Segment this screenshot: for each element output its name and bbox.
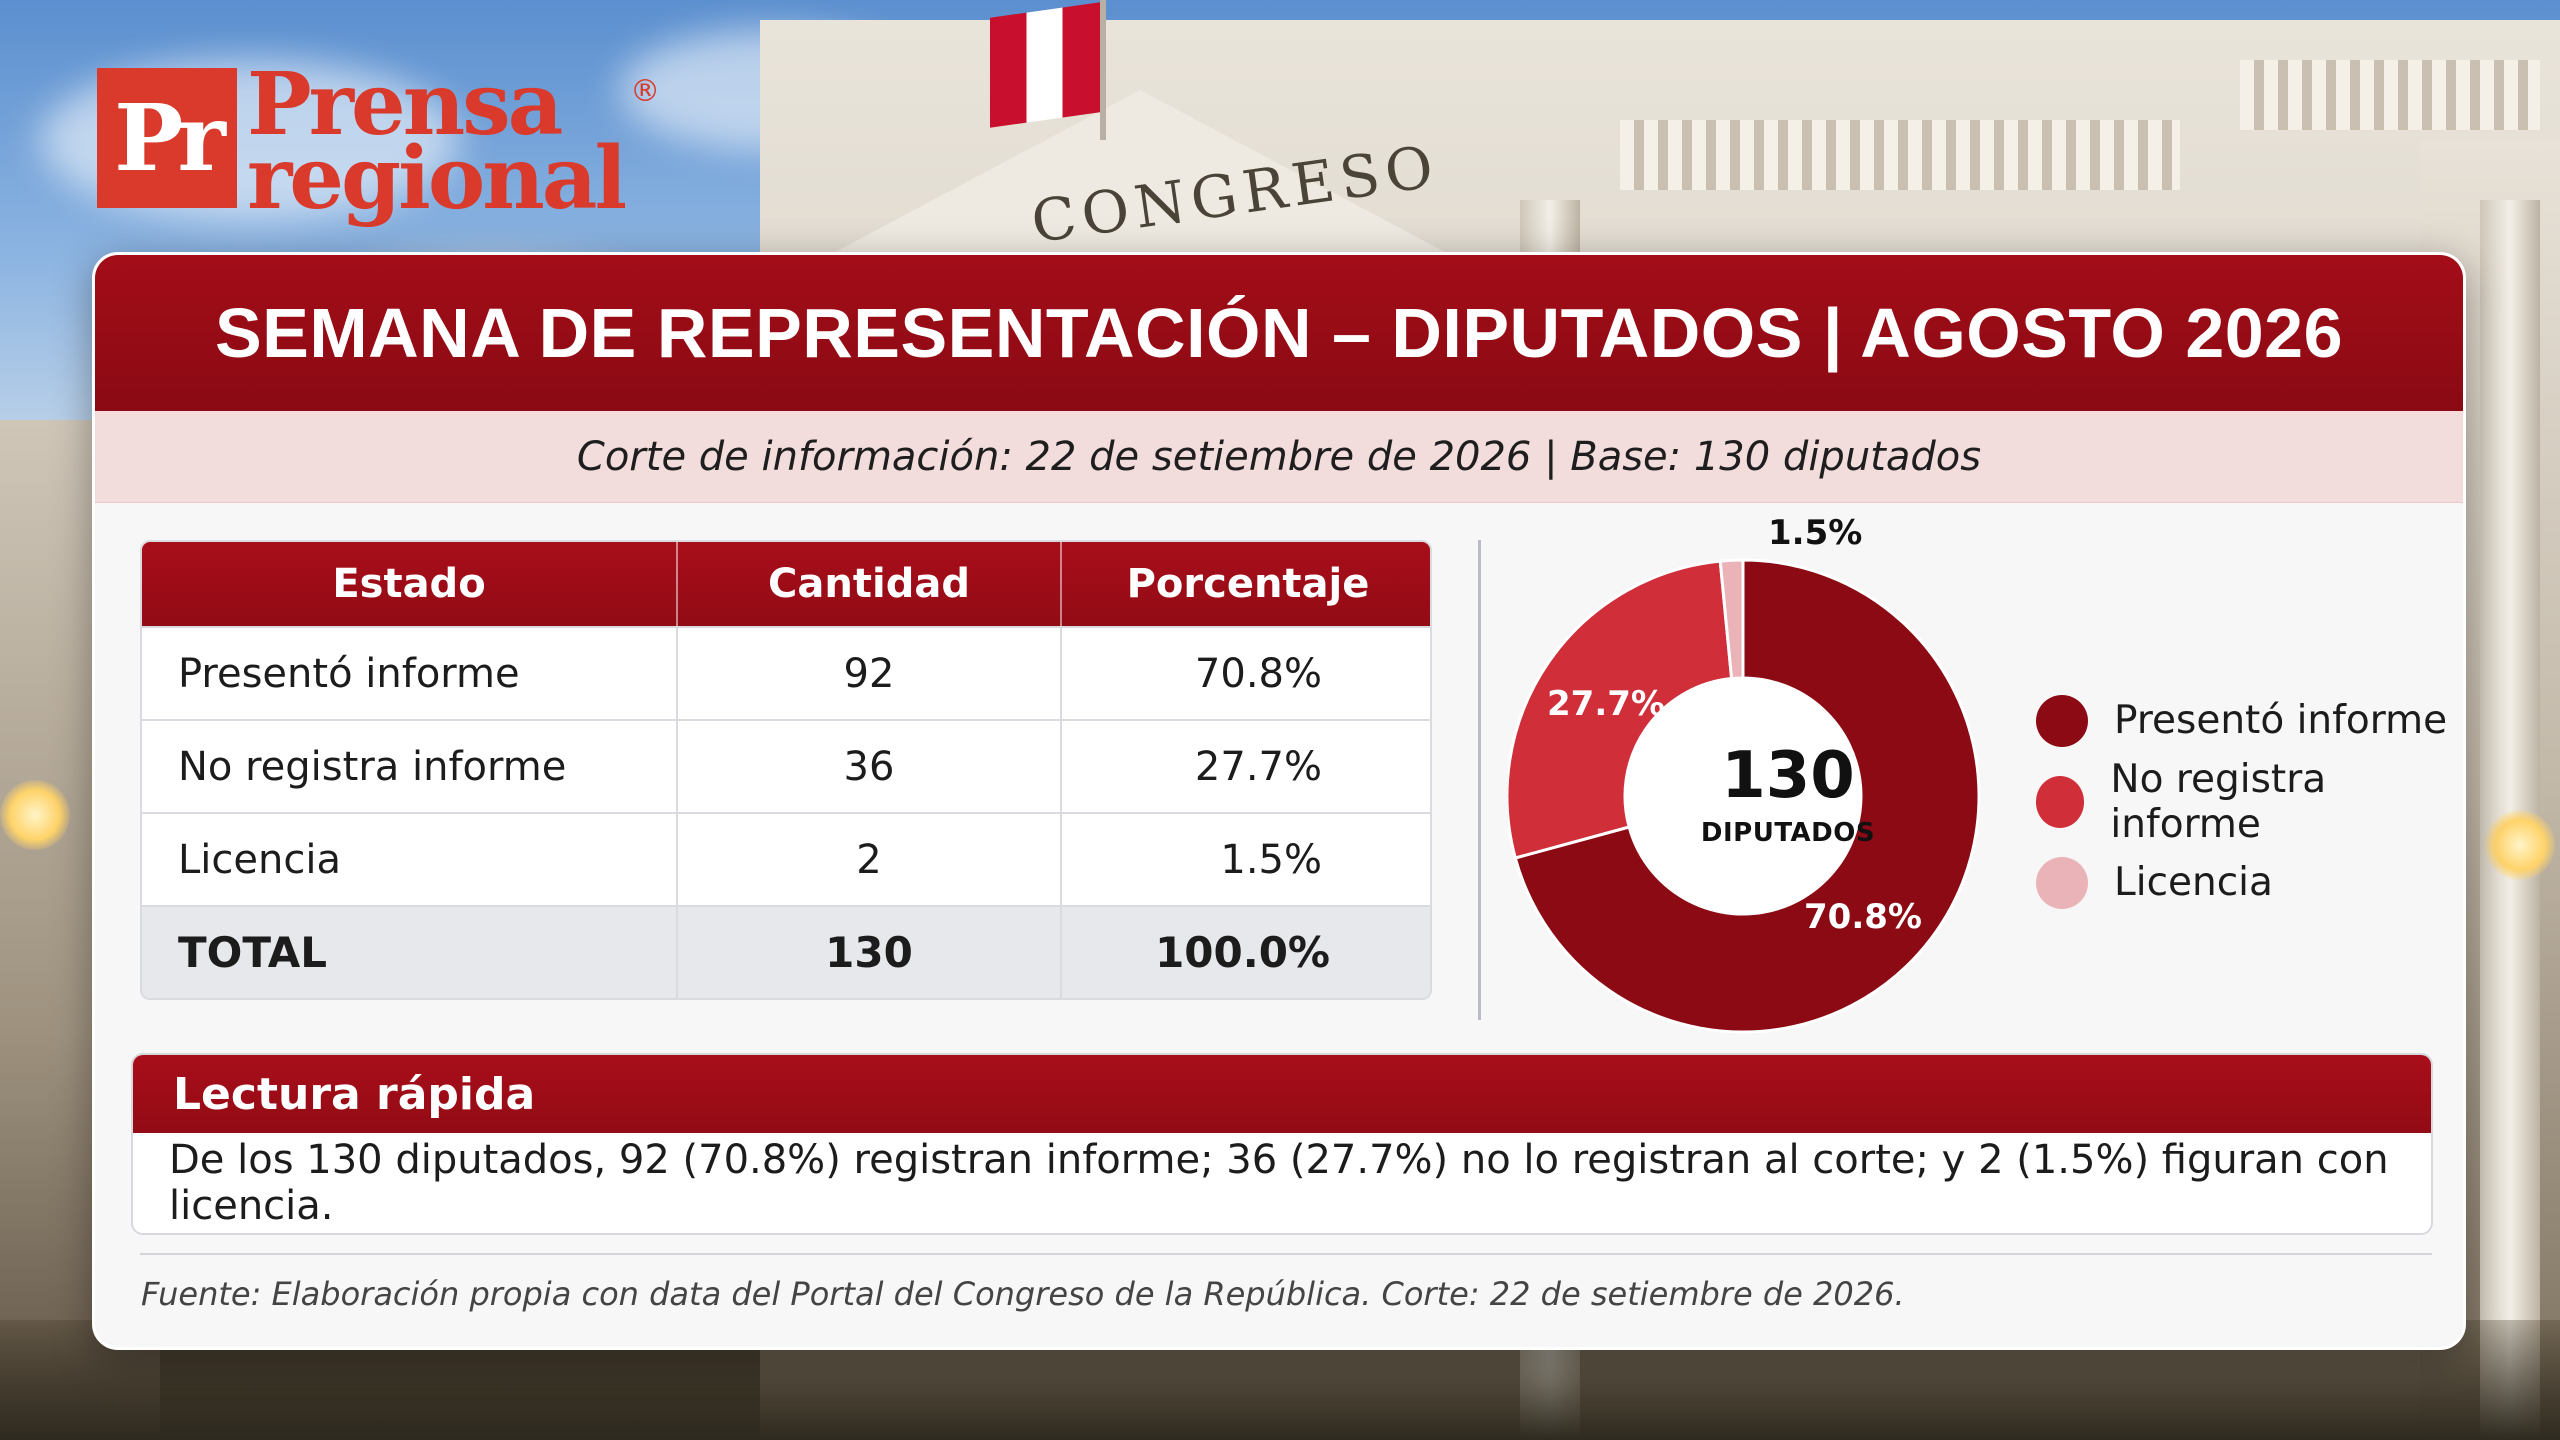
logo-mark: Pr — [97, 68, 237, 208]
table-row: Presentó informe 92 70.8% — [142, 626, 1430, 719]
cell-estado: Licencia — [142, 812, 678, 905]
quick-read-title: Lectura rápida — [133, 1055, 2431, 1133]
registered-mark: ® — [630, 74, 661, 109]
donut-chart-svg — [1508, 558, 1981, 1034]
table-row: No registra informe 36 27.7% — [142, 719, 1430, 812]
cell-cantidad: 92 — [678, 626, 1062, 719]
table-row: Licencia 2 1.5% — [142, 812, 1430, 905]
table-header-row: Estado Cantidad Porcentaje — [142, 542, 1430, 626]
cell-porcentaje: 1.5% — [1062, 812, 1430, 905]
flagpole — [1100, 0, 1106, 140]
column-header-porcentaje: Porcentaje — [1062, 542, 1430, 626]
prensa-regional-logo: Pr Prensa regional ® — [97, 54, 661, 229]
cell-cantidad: 36 — [678, 719, 1062, 812]
column-header-estado: Estado — [142, 542, 678, 626]
legend-item: Licencia — [2036, 842, 2463, 923]
quick-read-text: De los 130 diputados, 92 (70.8%) registr… — [169, 1137, 2389, 1229]
balustrade — [1620, 120, 2180, 190]
cell-cantidad: 2 — [678, 812, 1062, 905]
legend-label: Licencia — [2114, 860, 2273, 905]
balustrade — [2240, 60, 2540, 130]
cell-total-porcentaje: 100.0% — [1062, 905, 1430, 998]
street-lamp — [2485, 810, 2555, 880]
donut-slice-presento — [1513, 558, 1981, 1034]
cell-estado: Presentó informe — [142, 626, 678, 719]
footer-divider — [140, 1253, 2432, 1255]
logo-line-1: Prensa — [247, 54, 563, 155]
status-table: Estado Cantidad Porcentaje Presentó info… — [140, 540, 1432, 1000]
column-header-cantidad: Cantidad — [678, 542, 1062, 626]
page-subtitle: Corte de información: 22 de setiembre de… — [576, 433, 1982, 480]
chart-legend: Presentó informe No registra informe Lic… — [2036, 680, 2463, 923]
donut-hole — [1626, 679, 1860, 913]
legend-item: No registra informe — [2036, 757, 2463, 847]
subtitle-bar: Corte de información: 22 de setiembre de… — [95, 411, 2463, 503]
street-lamp — [0, 780, 70, 850]
logo-wordmark: Prensa regional — [247, 54, 627, 229]
cell-porcentaje: 70.8% — [1062, 626, 1430, 719]
donut-center-value: 130 — [1721, 739, 1855, 813]
donut-slice-no-registra — [1508, 559, 1734, 860]
legend-swatch-licencia — [2036, 856, 2088, 909]
slice-label-no-registra: 27.7% — [1547, 684, 1665, 724]
donut-center-label: DIPUTADOS — [1700, 818, 1876, 848]
page-title: SEMANA DE REPRESENTACIÓN – DIPUTADOS | A… — [214, 294, 2344, 372]
slice-label-presento: 70.8% — [1804, 897, 1922, 937]
donut-slice-licencia — [1718, 558, 1745, 681]
cell-total-label: TOTAL — [142, 905, 678, 998]
infographic-card: SEMANA DE REPRESENTACIÓN – DIPUTADOS | A… — [92, 252, 2466, 1350]
legend-swatch-no-registra — [2036, 775, 2085, 828]
cell-estado: No registra informe — [142, 719, 678, 812]
source-note: Fuente: Elaboración propia con data del … — [141, 1275, 1905, 1313]
quick-read-box: Lectura rápida De los 130 diputados, 92 … — [131, 1053, 2433, 1235]
legend-item: Presentó informe — [2036, 680, 2463, 761]
legend-label: Presentó informe — [2114, 698, 2448, 743]
slice-label-licencia: 1.5% — [1768, 513, 1863, 553]
donut-chart: 130 DIPUTADOS 70.8% 27.7% 1.5% — [1508, 513, 2068, 1043]
card-header: SEMANA DE REPRESENTACIÓN – DIPUTADOS | A… — [95, 255, 2463, 411]
peru-flag — [990, 2, 1100, 128]
table-total-row: TOTAL 130 100.0% — [142, 905, 1430, 998]
logo-line-2: regional — [247, 127, 627, 229]
section-divider — [1478, 540, 1481, 1020]
legend-label: No registra informe — [2110, 756, 2327, 847]
cell-porcentaje: 27.7% — [1062, 719, 1430, 812]
legend-swatch-presento — [2036, 694, 2088, 747]
cell-total-cantidad: 130 — [678, 905, 1062, 998]
